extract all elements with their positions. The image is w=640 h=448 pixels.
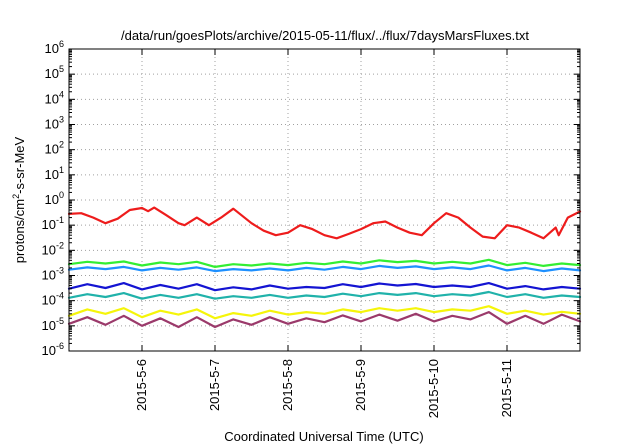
x-tick-label: 2015-5-11 — [499, 359, 514, 417]
y-tick-label-exponent: 2 — [59, 140, 64, 150]
x-tick-label: 2015-5-9 — [353, 359, 368, 411]
y-tick-label-base: 10 — [45, 91, 59, 106]
series-line-4 — [67, 282, 582, 292]
y-tick-label-exponent: -6 — [56, 341, 64, 351]
y-tick-label: 10-5 — [42, 316, 64, 333]
x-tick-label: 2015-5-10 — [426, 359, 441, 418]
y-tick-label: 10-6 — [42, 341, 64, 358]
y-tick-label: 101 — [45, 165, 64, 182]
y-tick-label-exponent: 3 — [59, 115, 64, 125]
series-line-6 — [67, 305, 582, 320]
y-tick-label-exponent: -4 — [56, 291, 64, 301]
y-tick-label-base: 10 — [42, 268, 56, 283]
y-tick-label: 10-2 — [42, 240, 64, 257]
grid-lines — [69, 49, 580, 351]
y-tick-label: 105 — [45, 64, 64, 81]
chart-title: /data/run/goesPlots/archive/2015-05-11/f… — [121, 28, 529, 43]
axis-ticks — [69, 48, 580, 352]
y-tick-label-base: 10 — [45, 167, 59, 182]
series-line-1 — [67, 206, 582, 240]
y-tick-label: 102 — [45, 140, 64, 157]
y-tick-label-exponent: 1 — [59, 165, 64, 175]
y-tick-label-base: 10 — [45, 192, 59, 207]
y-tick-label-exponent: 0 — [59, 190, 64, 200]
y-tick-label-exponent: -3 — [56, 266, 64, 276]
y-tick-label: 10-1 — [42, 215, 64, 232]
y-tick-label-base: 10 — [45, 41, 59, 56]
y-tick-label-exponent: -1 — [56, 215, 64, 225]
x-tick-label: 2015-5-6 — [134, 359, 149, 411]
x-axis-label: Coordinated Universal Time (UTC) — [224, 429, 423, 444]
y-tick-label-exponent: 4 — [59, 89, 64, 99]
series-line-7 — [67, 311, 582, 329]
y-tick-label-base: 10 — [45, 66, 59, 81]
series-line-3 — [67, 264, 582, 273]
y-tick-label-base: 10 — [45, 142, 59, 157]
x-tick-label: 2015-5-8 — [280, 359, 295, 411]
y-tick-label-exponent: 5 — [59, 64, 64, 74]
y-tick-labels: 10-610-510-410-310-210-11001011021031041… — [42, 39, 64, 358]
x-tick-labels: 2015-5-6 2015-5-7 2015-5-8 2015-5-9 2015-5-1… — [134, 359, 514, 418]
y-axis-label-rest: -s-sr-MeV — [12, 136, 27, 193]
series-line-2 — [67, 258, 582, 268]
y-tick-label-base: 10 — [45, 117, 59, 132]
y-tick-label-base: 10 — [42, 217, 56, 232]
y-tick-label: 10-4 — [42, 291, 64, 308]
y-tick-label: 103 — [45, 115, 64, 132]
y-tick-label-base: 10 — [42, 242, 56, 257]
y-tick-label-base: 10 — [42, 293, 56, 308]
y-tick-label: 100 — [45, 190, 64, 207]
y-tick-label-base: 10 — [42, 318, 56, 333]
y-tick-label-exponent: -2 — [56, 240, 64, 250]
y-tick-label: 104 — [45, 89, 64, 106]
x-tick-label: 2015-5-7 — [207, 359, 222, 411]
y-tick-label: 106 — [45, 39, 64, 56]
series-lines — [67, 206, 582, 329]
y-tick-label-exponent: -5 — [56, 316, 64, 326]
y-axis-label-superscript: 2 — [11, 194, 21, 199]
y-tick-label-base: 10 — [42, 343, 56, 358]
y-tick-label: 10-3 — [42, 266, 64, 283]
y-axis-label: protons/cm2-s-sr-MeV — [11, 136, 27, 263]
series-line-5 — [67, 290, 582, 300]
y-tick-label-exponent: 6 — [59, 39, 64, 49]
y-axis-label-base: protons/cm — [12, 199, 27, 263]
